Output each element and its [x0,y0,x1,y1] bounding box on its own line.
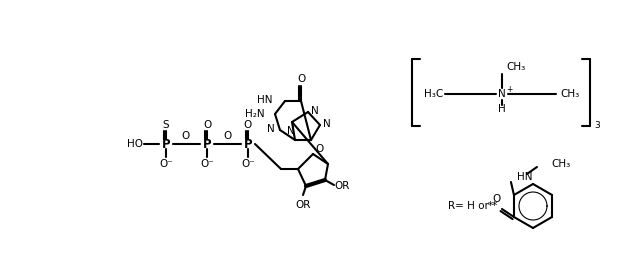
Text: O: O [223,131,231,141]
Text: N: N [498,89,506,99]
Text: S: S [163,120,170,130]
Text: HN: HN [517,172,532,182]
Text: P: P [244,138,252,150]
Text: O⁻: O⁻ [200,159,214,169]
Text: O: O [315,144,323,154]
Text: CH₃: CH₃ [506,62,525,72]
Text: O: O [298,74,306,84]
Text: N: N [268,124,275,134]
Text: N: N [311,106,319,116]
Text: O⁻: O⁻ [159,159,173,169]
Text: O: O [493,194,501,204]
Text: P: P [203,138,211,150]
Text: +: + [506,84,512,93]
Text: O⁻: O⁻ [241,159,255,169]
Text: O: O [182,131,190,141]
Text: O: O [244,120,252,130]
Text: R= H or *: R= H or * [448,201,497,211]
Text: HN: HN [257,95,272,105]
Text: OR: OR [334,181,349,191]
Text: 3: 3 [594,121,600,130]
Text: N: N [287,126,295,136]
Text: CH₃: CH₃ [560,89,579,99]
Text: H: H [498,104,506,114]
Text: *: * [488,201,493,211]
Text: P: P [162,138,170,150]
Text: HO: HO [127,139,143,149]
Text: OR: OR [295,200,310,210]
Text: H₃C: H₃C [424,89,443,99]
Text: CH₃: CH₃ [551,159,570,169]
Text: H₂N: H₂N [245,109,265,119]
Text: N: N [323,119,331,129]
Text: O: O [203,120,211,130]
